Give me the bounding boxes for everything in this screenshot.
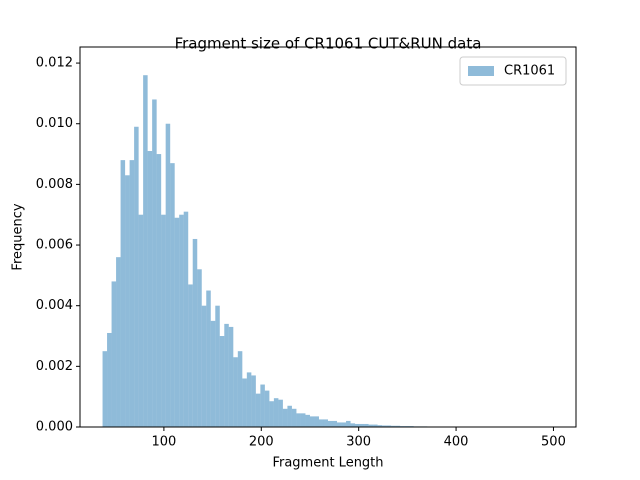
y-tick-label: 0.006: [36, 238, 73, 253]
bar: [255, 393, 261, 427]
bar: [152, 99, 157, 428]
x-tick-label: 500: [541, 435, 566, 450]
bar: [183, 211, 189, 427]
bar: [332, 420, 338, 427]
bar: [309, 416, 315, 427]
bar: [233, 357, 238, 427]
bar: [314, 416, 319, 427]
bar: [156, 154, 162, 428]
bar: [125, 175, 130, 427]
bar: [116, 257, 121, 427]
bar: [269, 401, 274, 427]
bar: [264, 390, 270, 427]
bar: [179, 214, 184, 427]
bar: [134, 126, 139, 428]
y-axis-label: Frequency: [11, 203, 26, 270]
y-tick-label: 0.012: [36, 56, 73, 71]
bar: [165, 123, 171, 428]
bar: [120, 160, 126, 427]
axes-frame: [79, 46, 577, 428]
bar: [300, 413, 306, 427]
bar: [355, 423, 360, 427]
y-tick-label: 0.010: [36, 116, 73, 131]
bar: [373, 424, 378, 427]
x-tick-label: 300: [346, 435, 371, 450]
bar: [273, 398, 279, 427]
bar: [228, 326, 234, 427]
bar: [337, 422, 342, 427]
plot-area: [102, 75, 554, 428]
legend-label: CR1061: [504, 64, 555, 79]
bar: [364, 423, 369, 427]
bar: [395, 425, 401, 427]
bar: [107, 332, 112, 427]
bar: [341, 422, 347, 427]
bar: [386, 425, 392, 427]
y-tick-label: 0.004: [36, 298, 73, 313]
bar: [328, 420, 333, 427]
bar: [368, 424, 374, 427]
legend-box: [459, 56, 567, 86]
bar: [210, 320, 216, 427]
bar: [246, 372, 252, 427]
bar: [192, 238, 198, 427]
bar: [296, 413, 301, 427]
bar: [291, 408, 297, 427]
x-tick-label: 400: [444, 435, 469, 450]
bar: [215, 305, 220, 427]
bar: [174, 217, 180, 427]
bar: [111, 281, 117, 427]
x-tick-label: 200: [249, 435, 274, 450]
chart-title: Fragment size of CR1061 CUT&RUN data: [175, 35, 482, 53]
bar: [201, 305, 207, 427]
bar: [143, 75, 148, 427]
bar: [206, 290, 211, 427]
bar: [377, 425, 383, 427]
bar: [382, 425, 387, 427]
bar: [278, 399, 283, 427]
bar: [323, 419, 328, 427]
bar: [170, 163, 175, 427]
bar: [138, 214, 144, 427]
bar: [318, 419, 324, 427]
bar: [129, 160, 135, 427]
bar: [147, 151, 153, 427]
bar: [188, 284, 193, 427]
bar: [219, 336, 225, 427]
bar: [161, 214, 166, 427]
legend-swatch: [468, 66, 494, 76]
y-tick-label: 0.002: [36, 359, 73, 374]
bar: [305, 414, 310, 427]
x-axis-label: Fragment Length: [272, 456, 383, 471]
bar: [102, 351, 108, 427]
bar: [251, 375, 256, 427]
y-tick-label: 0.008: [36, 177, 73, 192]
x-tick-label: 100: [151, 435, 176, 450]
bar: [260, 384, 265, 427]
bar: [350, 423, 356, 427]
bar: [237, 351, 243, 427]
bar: [224, 323, 229, 427]
bar: [197, 269, 202, 427]
bar: [242, 378, 247, 427]
bar: [391, 425, 396, 427]
bar: [287, 405, 292, 427]
bar: [346, 420, 351, 427]
bar: [359, 423, 365, 427]
bar: [282, 408, 288, 427]
y-tick-label: 0.000: [36, 420, 73, 435]
